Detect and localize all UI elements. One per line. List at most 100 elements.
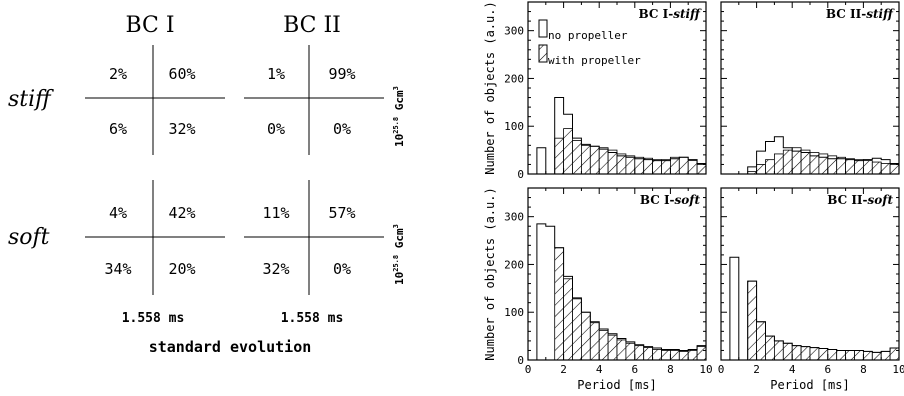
- y-tick-label: 100: [504, 306, 524, 319]
- bar-with-propeller: [747, 280, 758, 361]
- bar-with-propeller: [589, 145, 600, 175]
- bar-with-propeller: [643, 157, 654, 175]
- bar-with-propeller: [554, 137, 565, 175]
- caption-standard-evolution: standard evolution: [149, 338, 312, 356]
- x-tick-label: 6: [631, 363, 638, 376]
- y-tick-label: 300: [504, 25, 524, 38]
- bar-with-propeller: [625, 342, 636, 361]
- bar-with-propeller: [800, 149, 811, 175]
- y-axis-label: Number of objects (a.u.): [483, 187, 497, 360]
- bar-with-propeller: [863, 160, 873, 175]
- units-label-soft: 1025.8 Gcm3: [392, 224, 406, 285]
- bar-with-propeller: [670, 350, 680, 361]
- bar-with-propeller: [774, 153, 784, 175]
- bar-with-propeller: [791, 345, 802, 361]
- bar-with-propeller: [880, 350, 891, 361]
- legend-swatch-no-propeller: [538, 19, 548, 38]
- row-title-stiff: stiff: [8, 87, 54, 112]
- bar-with-propeller: [554, 247, 565, 361]
- bar-with-propeller: [598, 147, 609, 175]
- panel-title: BC II-stiff: [826, 7, 895, 21]
- bar-with-propeller: [782, 342, 793, 361]
- x-tick-label: 6: [824, 363, 831, 376]
- x-axis-label: Period [ms]: [770, 378, 849, 392]
- bar-with-propeller: [774, 340, 784, 361]
- bar-with-propeller: [625, 155, 636, 175]
- col-title-bc2: BC II: [283, 13, 341, 38]
- cell-soft-bc1-bl: 34%: [104, 260, 131, 278]
- col-title-bc1: BC I: [125, 13, 174, 38]
- bar-with-propeller: [791, 147, 802, 175]
- bar-with-propeller: [845, 350, 855, 361]
- bar-with-propeller: [889, 347, 900, 361]
- cell-stiff-bc2-bl: 0%: [267, 120, 285, 138]
- bar-with-propeller: [696, 346, 707, 361]
- bar-with-propeller: [880, 163, 891, 175]
- bar-with-propeller: [854, 350, 864, 361]
- bar-with-propeller: [589, 322, 600, 361]
- x-tick-label: 2: [560, 363, 567, 376]
- bar-with-propeller: [818, 348, 829, 361]
- series-line-no-propeller: [528, 223, 707, 361]
- x-tick-label: 0: [718, 363, 725, 376]
- cell-stiff-bc2-tl: 1%: [267, 65, 285, 83]
- x-tick-label: 2: [753, 363, 760, 376]
- bar-with-propeller: [661, 350, 671, 361]
- cell-soft-bc2-br: 0%: [333, 260, 351, 278]
- series-line-no-propeller: [528, 97, 707, 175]
- cross-stiff-bc2: 1% 99% 0% 0%: [244, 45, 384, 155]
- cell-stiff-bc1-bl: 6%: [109, 120, 127, 138]
- bar-with-propeller: [572, 140, 582, 175]
- bar-with-propeller: [871, 161, 882, 175]
- x-tick-label: 8: [860, 363, 867, 376]
- cell-soft-bc1-tl: 4%: [109, 204, 127, 222]
- bar-with-propeller: [652, 159, 662, 175]
- bar-with-propeller: [782, 149, 793, 175]
- bar-with-propeller: [863, 350, 873, 361]
- x-tick-label: 8: [667, 363, 674, 376]
- bar-with-propeller: [661, 159, 671, 175]
- cross-stiff-bc1: 2% 60% 6% 32%: [85, 45, 225, 155]
- bar-with-propeller: [634, 156, 645, 175]
- bar-with-propeller: [845, 158, 855, 175]
- bar-with-propeller: [616, 153, 627, 175]
- x-tick-label: 4: [596, 363, 603, 376]
- bar-with-propeller: [572, 298, 582, 361]
- cell-soft-bc1-br: 20%: [168, 260, 195, 278]
- bar-with-propeller: [889, 164, 900, 175]
- cell-soft-bc1-tr: 42%: [168, 204, 195, 222]
- histogram-bc2-stiff: BC II-stiff: [720, 1, 900, 175]
- bar-with-propeller: [652, 349, 662, 361]
- bar-with-propeller: [563, 128, 573, 175]
- cell-soft-bc2-tl: 11%: [262, 204, 289, 222]
- x-tick-label: 0: [525, 363, 532, 376]
- cross-soft-bc2: 11% 57% 32% 0%: [244, 180, 384, 295]
- bar-with-propeller: [756, 164, 766, 175]
- x-tick-label: 10: [699, 363, 712, 376]
- period-label-bc1: 1.558 ms: [122, 311, 185, 326]
- bar-with-propeller: [687, 160, 698, 175]
- bar-with-propeller: [854, 159, 864, 175]
- plot-frame: [720, 1, 900, 175]
- bar-with-propeller: [765, 335, 775, 361]
- legend-swatch-with-propeller: [538, 44, 548, 63]
- legend-label-no-propeller: no propeller: [548, 29, 628, 42]
- panel-title: BC II-soft: [827, 193, 893, 207]
- x-axis-label: Period [ms]: [577, 378, 656, 392]
- x-tick-label: 4: [789, 363, 796, 376]
- legend-label-with-propeller: with propeller: [548, 54, 641, 67]
- bar-with-propeller: [765, 159, 775, 175]
- series-line-no-propeller: [721, 256, 900, 361]
- bar-with-propeller: [871, 351, 882, 361]
- row-title-soft: soft: [8, 225, 50, 250]
- bar-with-propeller: [800, 346, 811, 361]
- bar-with-propeller: [678, 156, 689, 175]
- bar-with-propeller: [581, 311, 591, 361]
- y-tick-label: 0: [517, 354, 524, 367]
- bar-with-propeller: [607, 149, 618, 175]
- y-tick-label: 300: [504, 211, 524, 224]
- cell-stiff-bc1-tl: 2%: [109, 65, 127, 83]
- cell-stiff-bc1-br: 32%: [168, 120, 195, 138]
- bar-with-propeller: [616, 339, 627, 361]
